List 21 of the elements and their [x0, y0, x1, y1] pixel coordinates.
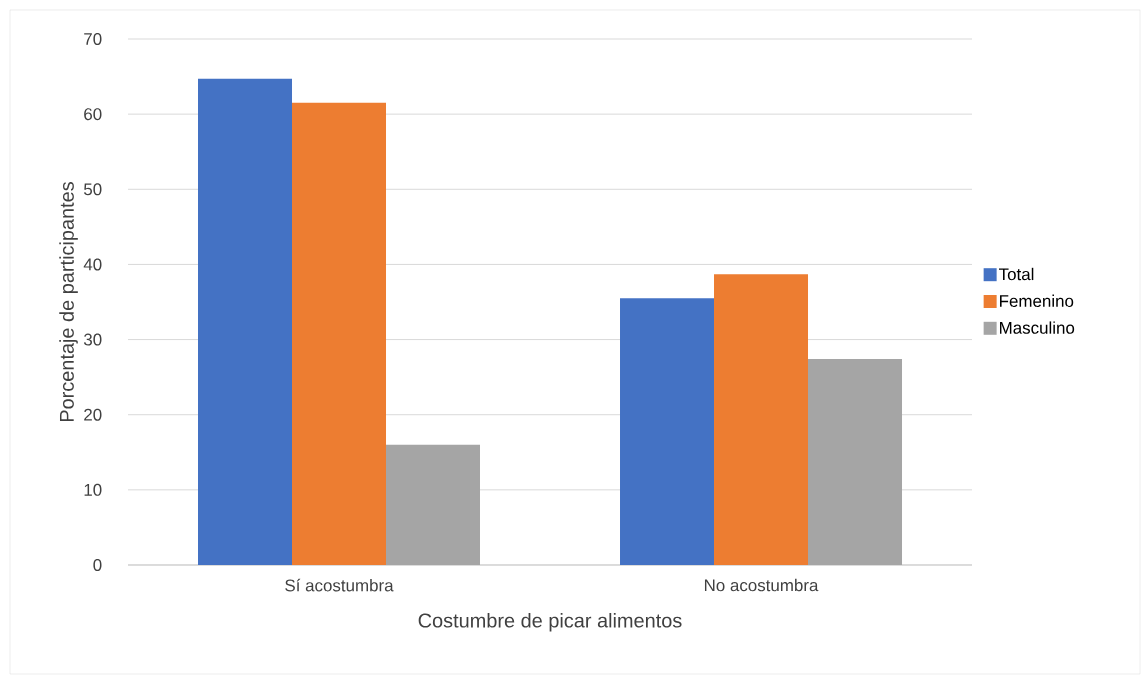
y-tick-label: 20 — [84, 408, 102, 421]
y-axis-title: Porcentaje de participantes — [59, 182, 78, 422]
y-tick-label: 10 — [84, 483, 102, 496]
bar — [386, 444, 480, 565]
y-tick-label: 0 — [93, 559, 102, 571]
y-tick-label: 40 — [83, 258, 102, 271]
y-tick-label: 50 — [83, 183, 102, 196]
legend-label: Masculino — [1000, 321, 1075, 334]
bar — [714, 274, 809, 565]
x-tick-label: No acostumbra — [704, 578, 819, 592]
legend-label: Total — [999, 267, 1034, 281]
y-tick-label: 60 — [84, 108, 102, 121]
x-tick-label: Sí acostumbra — [285, 578, 394, 592]
bar — [808, 359, 903, 565]
bar — [620, 298, 715, 565]
bar — [292, 102, 386, 565]
y-tick-label: 30 — [83, 333, 102, 346]
x-axis-title: Costumbre de picar alimentos — [418, 612, 682, 632]
y-tick-label: 70 — [84, 33, 102, 45]
bar — [198, 78, 292, 565]
legend-label: Femenino — [1000, 294, 1074, 308]
